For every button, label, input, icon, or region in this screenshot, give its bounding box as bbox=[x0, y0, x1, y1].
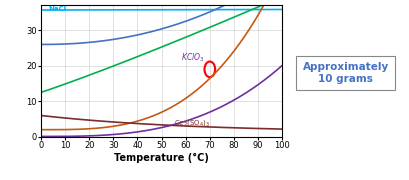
Text: KClO$_3$: KClO$_3$ bbox=[181, 51, 204, 64]
Text: Approximately
10 grams: Approximately 10 grams bbox=[303, 62, 389, 84]
X-axis label: Temperature (°C): Temperature (°C) bbox=[114, 153, 209, 163]
Text: Ce$_2$(SO$_4$)$_3$: Ce$_2$(SO$_4$)$_3$ bbox=[173, 118, 210, 128]
Text: NaCl: NaCl bbox=[48, 6, 66, 12]
